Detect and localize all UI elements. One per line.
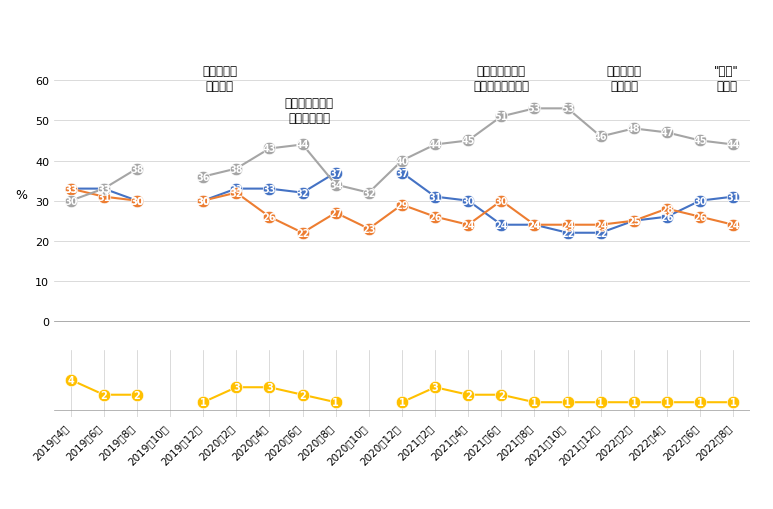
Text: 1: 1 — [564, 398, 571, 407]
Text: 44: 44 — [296, 140, 309, 150]
Text: 31: 31 — [428, 192, 442, 202]
Text: 40: 40 — [395, 156, 409, 166]
Text: 1: 1 — [696, 398, 703, 407]
Text: 37: 37 — [329, 168, 342, 178]
Text: 30: 30 — [196, 196, 210, 206]
Text: 26: 26 — [428, 212, 442, 222]
Text: 3: 3 — [266, 382, 273, 392]
Text: 30: 30 — [495, 196, 508, 206]
Text: 32: 32 — [296, 188, 309, 198]
Text: 24: 24 — [727, 220, 740, 230]
Text: 22: 22 — [296, 229, 309, 238]
Text: 44: 44 — [727, 140, 740, 150]
Text: 33: 33 — [263, 184, 276, 194]
Text: 24: 24 — [528, 220, 541, 230]
Text: 1: 1 — [663, 398, 670, 407]
Text: 26: 26 — [660, 212, 674, 222]
Text: 23: 23 — [362, 224, 376, 234]
Text: 32: 32 — [362, 188, 376, 198]
Text: 43: 43 — [263, 144, 276, 154]
Text: 53: 53 — [528, 104, 541, 114]
Text: 1: 1 — [399, 398, 405, 407]
Text: 33: 33 — [97, 184, 111, 194]
Text: 38: 38 — [230, 164, 243, 174]
Text: 1: 1 — [730, 398, 737, 407]
Text: 33: 33 — [97, 184, 111, 194]
Text: 緊急アウシリオ
実施　　終了: 緊急アウシリオ 実施 終了 — [284, 97, 334, 125]
Y-axis label: %: % — [15, 188, 27, 201]
Text: 1: 1 — [332, 398, 339, 407]
Text: 1: 1 — [531, 398, 538, 407]
Text: 45: 45 — [461, 136, 475, 146]
Text: 4: 4 — [67, 375, 74, 385]
Text: 44: 44 — [428, 140, 442, 150]
Text: 51: 51 — [495, 112, 508, 122]
Text: 36: 36 — [196, 172, 210, 182]
Text: 29: 29 — [395, 200, 409, 210]
Text: 新型コロナ
感染拡大: 新型コロナ 感染拡大 — [203, 65, 237, 93]
Text: 2: 2 — [299, 390, 306, 400]
Text: 31: 31 — [97, 192, 111, 202]
Text: 53: 53 — [561, 104, 574, 114]
Text: 46: 46 — [594, 132, 608, 142]
Text: 2: 2 — [100, 390, 107, 400]
Legend: 良い・非常に良い, 普通, 悪い・非常に悪い, わからない: 良い・非常に良い, 普通, 悪い・非常に悪い, わからない — [252, 391, 552, 414]
Text: 32: 32 — [230, 188, 243, 198]
Text: 3: 3 — [233, 382, 240, 392]
Text: 34: 34 — [329, 180, 342, 190]
Text: 1: 1 — [598, 398, 604, 407]
Text: 30: 30 — [196, 196, 210, 206]
Text: 30: 30 — [461, 196, 475, 206]
Text: 30: 30 — [130, 196, 144, 206]
Text: 30: 30 — [64, 196, 77, 206]
Text: 47: 47 — [660, 128, 674, 138]
Text: 1: 1 — [199, 398, 206, 407]
Text: 24: 24 — [561, 220, 574, 230]
Text: 2: 2 — [498, 390, 505, 400]
Text: 26: 26 — [263, 212, 276, 222]
Text: 25: 25 — [627, 216, 641, 227]
Text: 24: 24 — [528, 220, 541, 230]
Text: 30: 30 — [130, 196, 144, 206]
Text: 33: 33 — [64, 184, 77, 194]
Text: 24: 24 — [495, 220, 508, 230]
Text: 30: 30 — [693, 196, 707, 206]
Text: ボルソナロ陣営
反民主主義的言動: ボルソナロ陣営 反民主主義的言動 — [473, 65, 530, 93]
Text: 24: 24 — [461, 220, 475, 230]
Text: 2: 2 — [134, 390, 141, 400]
Text: 28: 28 — [660, 204, 674, 214]
Text: 38: 38 — [130, 164, 144, 174]
Text: 1: 1 — [631, 398, 637, 407]
Text: 3: 3 — [431, 382, 438, 392]
Text: 33: 33 — [64, 184, 77, 194]
Text: アウシリオ
ブラジル: アウシリオ ブラジル — [607, 65, 642, 93]
Text: 22: 22 — [561, 229, 574, 238]
Text: 2: 2 — [465, 390, 472, 400]
Text: 24: 24 — [594, 220, 608, 230]
Text: 37: 37 — [395, 168, 409, 178]
Text: 31: 31 — [727, 192, 740, 202]
Text: "貧困"
諸対策: "貧困" 諸対策 — [714, 65, 739, 93]
Text: 45: 45 — [693, 136, 707, 146]
Text: 48: 48 — [627, 124, 641, 134]
Text: 26: 26 — [693, 212, 707, 222]
Text: 22: 22 — [594, 229, 608, 238]
Text: 33: 33 — [230, 184, 243, 194]
Text: 27: 27 — [329, 208, 342, 218]
Text: 25: 25 — [627, 216, 641, 227]
